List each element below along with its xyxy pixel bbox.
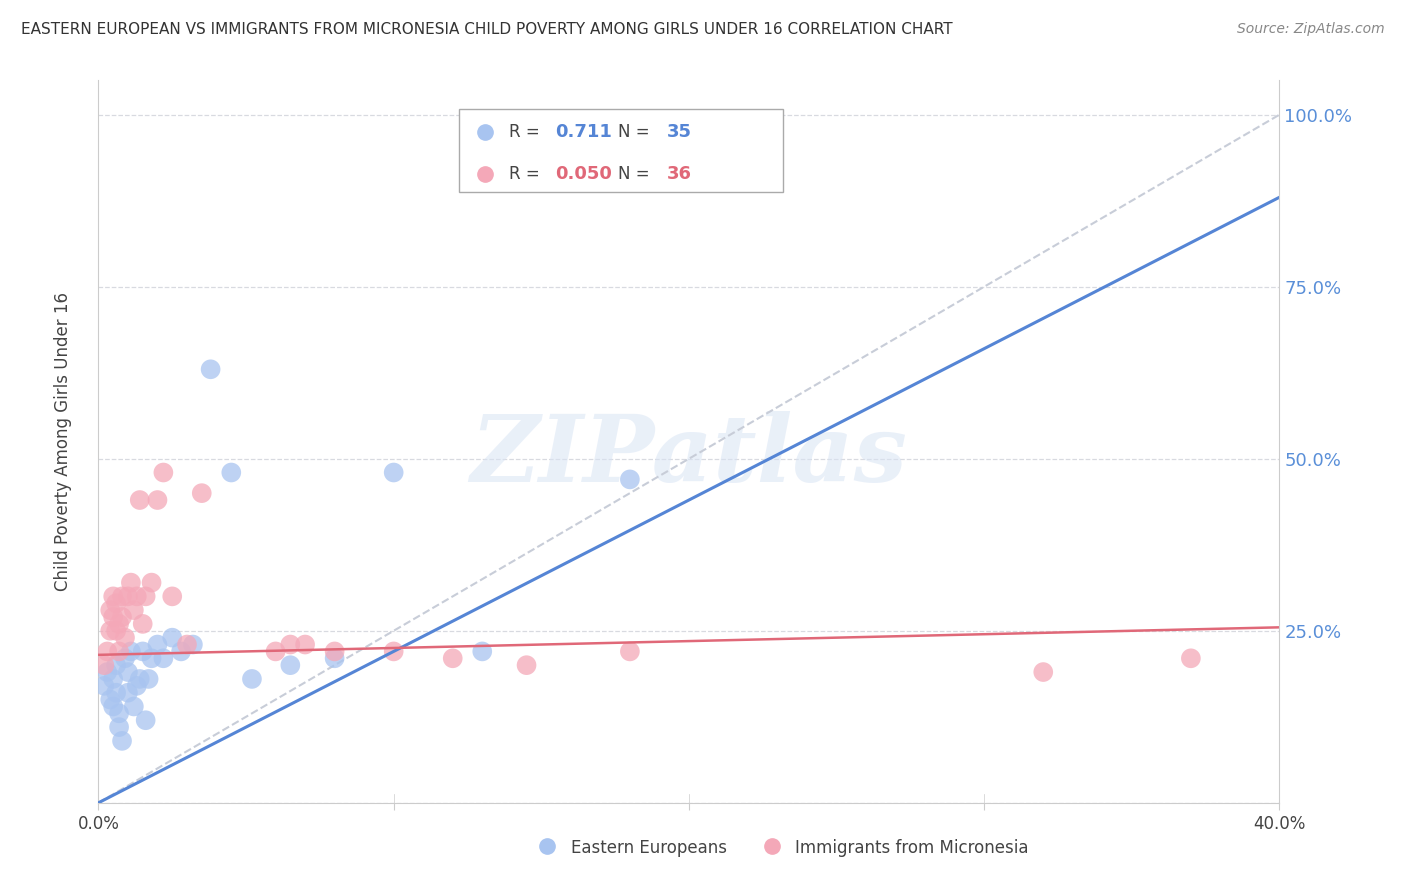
Point (105, 658, 128, 673)
Text: ZIPatlas: ZIPatlas (471, 411, 907, 501)
Point (471, 644, 494, 658)
Point (111, 590, 134, 604)
Point (200, 362, 222, 376)
Point (117, 590, 139, 604)
Point (323, 651, 346, 665)
Text: Source: ZipAtlas.com: Source: ZipAtlas.com (1237, 22, 1385, 37)
Point (141, 575, 163, 590)
Point (122, 699, 145, 714)
FancyBboxPatch shape (458, 109, 783, 193)
Point (135, 590, 157, 604)
Point (105, 686, 128, 700)
Point (152, 651, 174, 665)
Point (619, 472, 641, 486)
Point (382, 466, 405, 480)
Point (93, 658, 115, 673)
Text: R =: R = (509, 123, 546, 142)
Point (191, 486, 214, 500)
Text: 0.050: 0.050 (555, 165, 613, 183)
Point (162, 631, 183, 645)
Point (98, 603, 121, 617)
Point (125, 679, 148, 693)
Point (111, 610, 134, 624)
Point (280, 638, 302, 652)
Point (176, 638, 198, 652)
Point (114, 651, 136, 665)
Point (96, 665, 118, 679)
Point (181, 638, 204, 652)
Point (103, 699, 125, 714)
Point (1180, 651, 1202, 665)
Point (170, 644, 193, 658)
Text: EASTERN EUROPEAN VS IMMIGRANTS FROM MICRONESIA CHILD POVERTY AMONG GIRLS UNDER 1: EASTERN EUROPEAN VS IMMIGRANTS FROM MICR… (21, 22, 953, 37)
Text: 35: 35 (666, 123, 692, 142)
Point (132, 644, 155, 658)
Point (382, 644, 405, 658)
Text: 36: 36 (666, 165, 692, 183)
Point (128, 672, 150, 686)
Text: 0.711: 0.711 (555, 123, 613, 142)
Point (294, 638, 316, 652)
Text: Eastern Europeans: Eastern Europeans (571, 838, 727, 856)
Text: R =: R = (509, 165, 546, 183)
Point (93, 679, 115, 693)
Point (103, 672, 125, 686)
Point (108, 644, 131, 658)
Point (135, 713, 157, 727)
Point (105, 596, 128, 610)
Point (108, 706, 131, 721)
Text: N =: N = (619, 165, 655, 183)
Point (162, 590, 183, 604)
Point (108, 616, 131, 631)
Point (141, 651, 163, 665)
Point (516, 658, 538, 673)
Point (120, 644, 142, 658)
Point (264, 644, 287, 658)
Point (146, 493, 169, 508)
Y-axis label: Child Poverty Among Girls Under 16: Child Poverty Among Girls Under 16 (53, 292, 72, 591)
Point (117, 665, 139, 679)
Point (114, 631, 136, 645)
Point (1032, 665, 1054, 679)
Point (125, 590, 148, 604)
Text: N =: N = (619, 123, 655, 142)
Point (152, 466, 174, 480)
Point (323, 644, 346, 658)
Point (120, 575, 142, 590)
Point (138, 672, 160, 686)
Point (111, 734, 134, 748)
Point (441, 651, 464, 665)
Point (146, 638, 169, 652)
Point (103, 590, 125, 604)
Point (117, 686, 139, 700)
Point (240, 672, 263, 686)
Point (619, 644, 641, 658)
Text: Immigrants from Micronesia: Immigrants from Micronesia (796, 838, 1029, 856)
Point (103, 610, 125, 624)
Point (128, 493, 150, 508)
Point (98, 624, 121, 638)
Point (221, 466, 243, 480)
Point (98, 692, 121, 706)
Point (108, 720, 131, 734)
Point (280, 658, 302, 673)
Point (96, 644, 118, 658)
Point (132, 616, 155, 631)
Point (122, 603, 145, 617)
Point (105, 624, 128, 638)
